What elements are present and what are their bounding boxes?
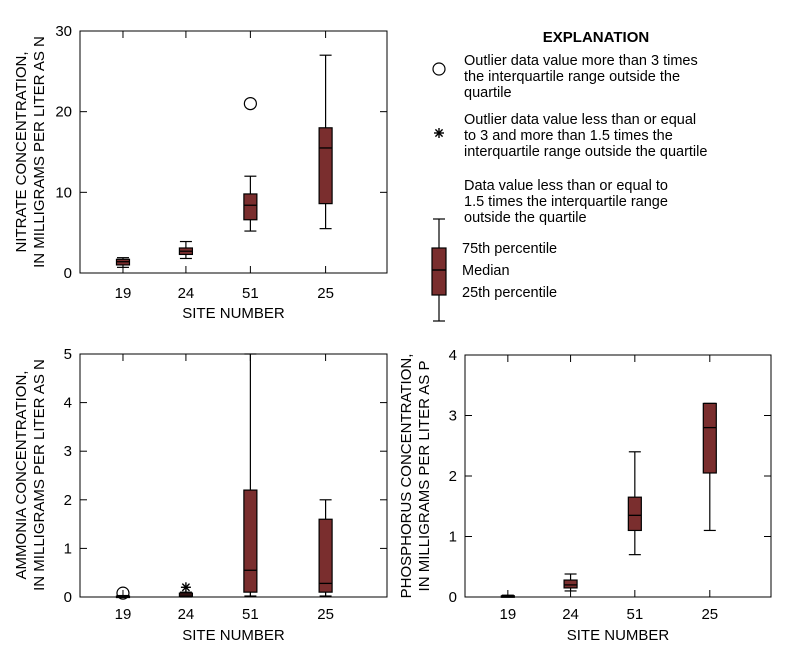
phosphorus-ytick-label: 4 [449,347,457,364]
nitrate-plot: SITE NUMBER NITRATE CONCENTRATION, IN MI… [13,23,388,322]
nitrate-xtick-label: 51 [242,285,259,302]
ammonia-plot-frame [79,353,388,598]
nitrate-xtick-label: 25 [317,285,334,302]
legend: EXPLANATION Outlier data value more than… [431,29,707,322]
far-outlier-symbol [432,62,446,76]
nitrate-ytick-label: 20 [55,104,72,121]
nitrate-iqr-box [243,193,258,221]
phosphorus-box-site-19 [500,594,515,598]
phosphorus-ytick-label: 0 [449,589,457,606]
ammonia-ylabel-line1: AMMONIA CONCENTRATION, [13,371,30,580]
ammonia-ytick-label: 4 [64,395,72,412]
ammonia-iqr-box [243,489,258,593]
ammonia-box-site-51 [243,353,258,597]
ammonia-xtick-label: 19 [115,606,132,623]
ammonia-ytick-label: 1 [64,540,72,557]
nitrate-xlabel: SITE NUMBER [182,305,285,322]
nitrate-ytick-label: 0 [64,265,72,282]
far-outlier-text-2: the interquartile range outside the [464,69,680,85]
near-outlier-text-2: to 3 and more than 1.5 times the [464,128,673,144]
phosphorus-ytick-label: 2 [449,468,457,485]
ammonia-xtick-label: 24 [178,606,195,623]
nitrate-ylabel-line2: IN MILLIGRAMS PER LITER AS N [31,36,48,268]
phosphorus-plot: SITE NUMBER PHOSPHORUS CONCENTRATION, IN… [398,347,772,644]
near-outlier-symbol [434,128,444,138]
legend-median-label: Median [462,263,510,279]
phosphorus-plot-frame [464,354,772,598]
ammonia-ylabel-line2: IN MILLIGRAMS PER LITER AS N [31,359,48,591]
ammonia-near-outlier [180,582,191,593]
nitrate-plot-frame [79,30,388,274]
phosphorus-xtick-label: 25 [701,606,718,623]
far-outlier-text-1: Outlier data value more than 3 times [464,53,698,69]
whisker-text-3: outside the quartile [464,210,587,226]
phosphorus-ylabel-line1: PHOSPHORUS CONCENTRATION, [398,354,415,599]
ammonia-box-site-25 [318,499,333,597]
phosphorus-iqr-box [702,402,717,474]
phosphorus-box-site-24 [563,573,578,592]
phosphorus-xtick-label: 51 [626,606,643,623]
ammonia-ytick-label: 0 [64,589,72,606]
near-outlier-stroke [181,583,191,592]
ammonia-ytick-label: 5 [64,346,72,363]
ammonia-box-site-24 [178,591,194,598]
phosphorus-xtick-label: 19 [499,606,516,623]
ammonia-iqr-box [318,518,333,593]
whisker-text-1: Data value less than or equal to [464,178,668,194]
whisker-text-2: 1.5 times the interquartile range [464,194,668,210]
near-outlier-text-3: interquartile range outside the quartile [464,144,707,160]
legend-title: EXPLANATION [543,29,649,46]
phosphorus-iqr-box [627,496,642,532]
phosphorus-box-site-51 [627,451,642,556]
nitrate-far-outlier [243,96,257,111]
nitrate-xtick-label: 19 [115,285,132,302]
ammonia-xtick-label: 51 [242,606,259,623]
phosphorus-xlabel: SITE NUMBER [567,627,670,644]
phosphorus-xtick-label: 24 [562,606,579,623]
legend-box [431,247,447,296]
ammonia-xtick-label: 25 [317,606,334,623]
nitrate-ytick-label: 10 [55,184,72,201]
nitrate-box-site-25 [318,54,333,230]
ammonia-xlabel: SITE NUMBER [182,627,285,644]
legend-box-symbol [431,218,447,322]
nitrate-box-site-19 [115,257,131,268]
phosphorus-iqr-box [563,579,578,589]
nitrate-box-site-24 [178,240,194,260]
ammonia-ytick-label: 3 [64,443,72,460]
nitrate-ytick-label: 30 [55,23,72,40]
legend-q1-label: 25th percentile [462,285,557,301]
legend-q3-label: 75th percentile [462,241,557,257]
phosphorus-box-site-25 [702,402,717,532]
nitrate-xtick-label: 24 [178,285,195,302]
phosphorus-ytick-label: 1 [449,529,457,546]
nitrate-ylabel-line1: NITRATE CONCENTRATION, [13,51,30,252]
ammonia-far-outlier [116,586,130,600]
phosphorus-ytick-label: 3 [449,408,457,425]
nitrate-box-site-51 [243,175,258,232]
ammonia-ytick-label: 2 [64,492,72,509]
near-outlier-text-1: Outlier data value less than or equal [464,112,696,128]
nitrate-iqr-box [318,127,333,205]
phosphorus-ylabel-line2: IN MILLIGRAMS PER LITER AS P [416,361,433,592]
ammonia-plot: SITE NUMBER AMMONIA CONCENTRATION, IN MI… [13,346,388,644]
far-outlier-text-3: quartile [464,85,512,101]
